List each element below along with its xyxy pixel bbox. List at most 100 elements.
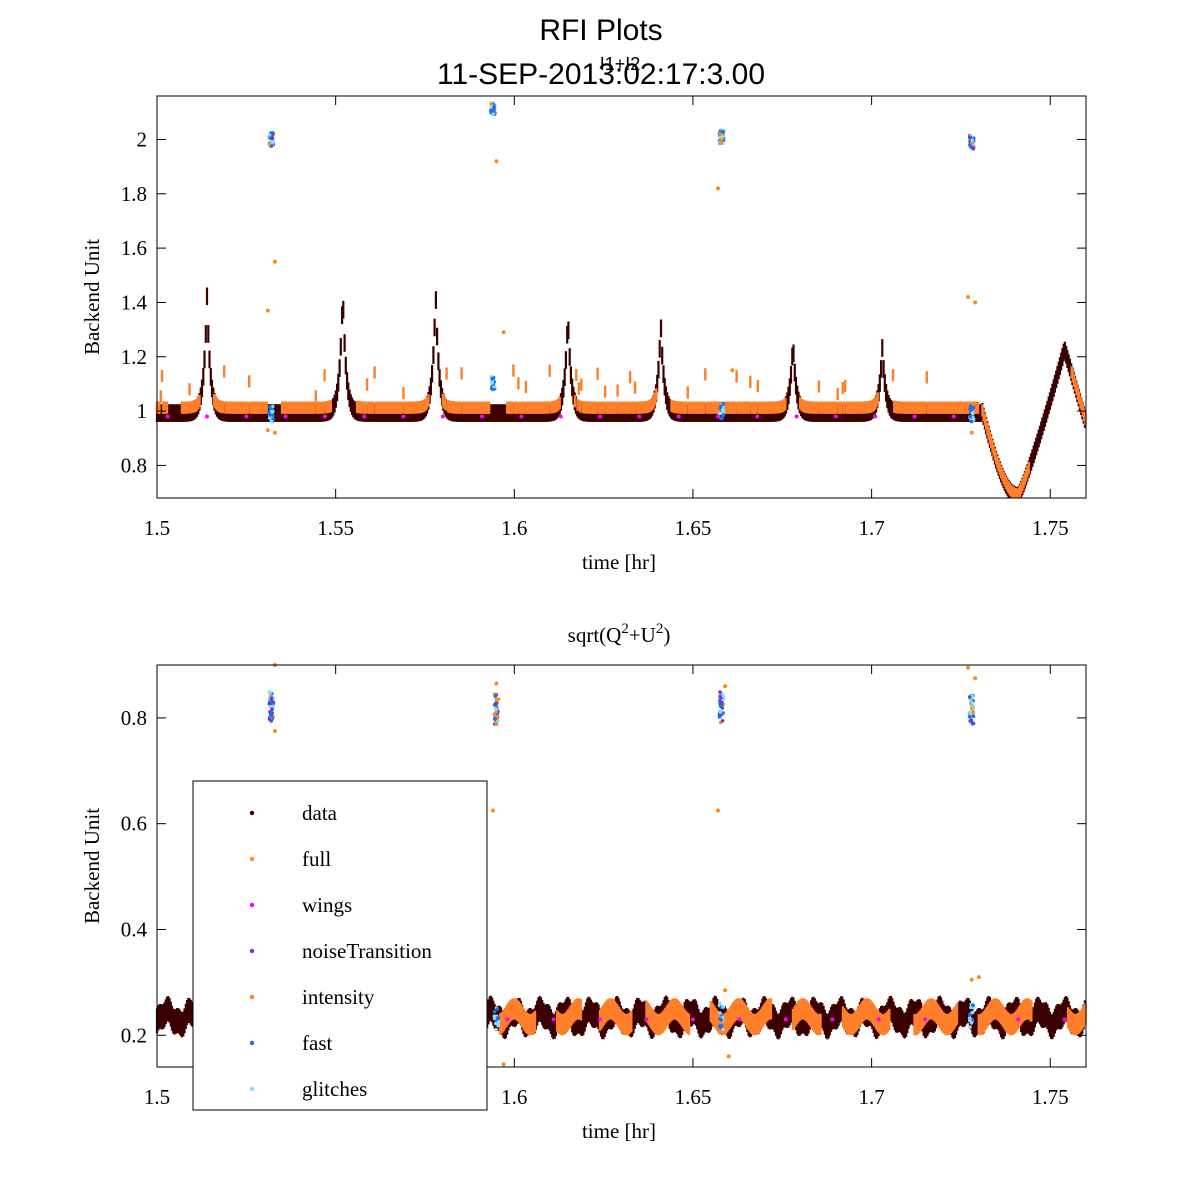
- bottom-xtick-label: 1.5: [144, 1085, 170, 1109]
- top-noisecal-low-mark: [721, 402, 726, 406]
- legend-label-data: data: [302, 801, 338, 825]
- bottom-noisecal-mark: [268, 691, 272, 695]
- legend-marker-wings: [249, 902, 255, 908]
- top-outlier-mark: [973, 300, 978, 305]
- bottom-ytick-label: 0.8: [121, 706, 147, 730]
- bottom-noisecal-mark: [718, 690, 722, 694]
- top-wings-mark: [244, 414, 249, 419]
- top-panel: 1.5 1.55 1.6 1.65 1.7 1.75 0.8 1 1.2 1.4 1.6 1.8 2 t…: [80, 95, 1087, 574]
- top-wings-mark: [637, 414, 642, 419]
- bottom-noisecal-low-mark: [971, 1003, 975, 1007]
- bottom-ytick-label: 0.2: [121, 1023, 147, 1047]
- top-xlabel: time [hr]: [582, 550, 656, 574]
- top-wings-mark: [873, 414, 878, 419]
- top-noisecal-low-mark: [721, 407, 725, 412]
- top-wings-mark: [322, 414, 327, 419]
- bottom-noisecal-mark: [494, 701, 499, 706]
- bottom-noisecal-mark: [718, 710, 723, 714]
- bottom-noisecal-mark: [270, 707, 274, 712]
- top-noisecal-low-mark: [491, 387, 495, 392]
- figure-subtitle: 11-SEP-2013:02:17:3.00: [437, 58, 765, 91]
- bottom-wings-mark: [644, 1017, 649, 1022]
- top-ytick-label: 2: [137, 127, 148, 151]
- top-wings-mark: [283, 414, 288, 419]
- legend-marker-data: [249, 810, 255, 816]
- bottom-noisecal-low-mark: [496, 1023, 500, 1028]
- top-xtick-label: 1.6: [501, 516, 527, 540]
- bottom-noisecal-mark: [494, 709, 499, 714]
- bottom-noisecal-mark: [492, 717, 497, 721]
- top-xtick-label: 1.7: [858, 516, 884, 540]
- figure-title: RFI Plots: [539, 14, 662, 47]
- bottom-noisecal-mark: [496, 718, 500, 723]
- legend: data full wings noiseTransition intensity fas…: [192, 780, 488, 1111]
- legend-label-wings: wings: [302, 893, 352, 917]
- legend-marker-full: [249, 856, 255, 862]
- bottom-noisecal-mark: [968, 719, 972, 723]
- top-xtick-label: 1.55: [317, 516, 354, 540]
- bottom-noisecal-mark: [971, 714, 976, 718]
- top-noisecal-low-mark: [270, 410, 275, 414]
- bottom-outlier-mark: [272, 729, 277, 734]
- top-noisecal-mark: [971, 146, 976, 150]
- bottom-noisecal-mark: [492, 713, 497, 718]
- top-noisecal-low-mark: [271, 413, 275, 417]
- top-wings-mark: [480, 414, 485, 419]
- top-outlier-mark: [730, 368, 735, 373]
- legend-marker-intensity: [249, 994, 255, 1000]
- top-noisecal-mark: [719, 141, 723, 146]
- top-ytick-label: 1.6: [121, 236, 147, 260]
- top-noisecal-mark: [271, 140, 275, 144]
- bottom-wings-mark: [1062, 1017, 1067, 1022]
- legend-label-glitches: glitches: [302, 1077, 367, 1101]
- top-wings-mark: [205, 414, 209, 419]
- top-noisecal-low-mark: [270, 404, 275, 409]
- bottom-noisecal-low-mark: [968, 1025, 972, 1029]
- top-outlier-mark: [265, 308, 270, 313]
- top-noisecal-mark: [970, 138, 975, 143]
- top-noisecal-low-mark: [969, 419, 974, 424]
- top-noisecal-low-mark: [969, 407, 974, 412]
- top-wings-mark: [362, 414, 367, 419]
- bottom-noisecal-low-mark: [495, 1007, 500, 1011]
- top-axes-frame: [156, 95, 1087, 499]
- bottom-noisecal-low-mark: [492, 1014, 497, 1019]
- bottom-wings-mark: [737, 1017, 742, 1022]
- top-noisecal-mark: [267, 142, 272, 146]
- top-wings-mark: [598, 414, 603, 419]
- bottom-noisecal-low-mark: [721, 1005, 725, 1009]
- legend-marker-fast: [249, 1040, 255, 1046]
- bottom-noisecal-mark: [267, 717, 272, 721]
- top-noisecal-mark: [271, 131, 275, 135]
- bottom-noisecal-low-mark: [718, 1011, 722, 1015]
- top-noisecal-low-mark: [718, 404, 723, 409]
- bottom-noisecal-low-mark: [719, 1018, 724, 1022]
- bottom-noisecal-low-mark: [970, 1010, 975, 1015]
- bottom-noisecal-mark: [971, 704, 975, 709]
- top-ytick-label: 1: [137, 399, 148, 423]
- legend-label-intensity: intensity: [302, 985, 375, 1009]
- top-noisecal-mark: [489, 101, 494, 106]
- bottom-noisecal-mark: [970, 721, 975, 725]
- top-noisecal-low-mark: [720, 416, 724, 421]
- top-wings-mark: [676, 414, 681, 419]
- bottom-noisecal-mark: [493, 694, 498, 698]
- top-noisecal-low-mark: [268, 406, 273, 411]
- bottom-noisecal-low-mark: [492, 1010, 497, 1014]
- bottom-noisecal-mark: [720, 719, 725, 723]
- top-outlier-mark: [966, 295, 971, 299]
- top-noisecal-mark: [492, 105, 496, 109]
- bottom-noisecal-mark: [269, 696, 274, 701]
- bottom-noisecal-mark: [496, 715, 500, 719]
- top-axes: 1.5 1.55 1.6 1.65 1.7 1.75 0.8 1 1.2 1.4 1.6 1.8 2: [121, 96, 1086, 540]
- bottom-outlier-mark: [723, 988, 728, 993]
- bottom-noisecal-mark: [718, 694, 722, 699]
- top-xtick-label: 1.5: [144, 516, 170, 540]
- bottom-noisecal-mark: [496, 697, 501, 701]
- bottom-outlier-mark: [490, 808, 495, 813]
- bottom-noisecal-low-mark: [968, 1013, 972, 1017]
- bottom-outlier-mark: [969, 977, 974, 982]
- top-wings-mark: [558, 414, 563, 419]
- top-noisecal-low-mark: [968, 415, 972, 419]
- bottom-wings-mark: [830, 1017, 835, 1022]
